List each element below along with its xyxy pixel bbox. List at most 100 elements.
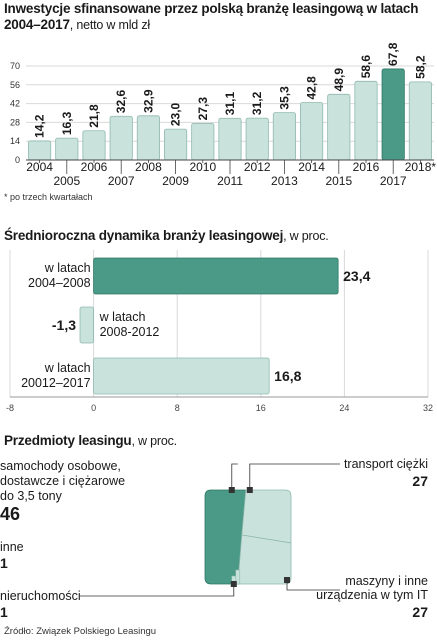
x-tick-label: 2017 bbox=[380, 174, 407, 188]
y-tick-label: 0 bbox=[15, 155, 20, 165]
bar-value-label: 42,8 bbox=[305, 76, 319, 100]
x-tick-label: 2016 bbox=[353, 160, 380, 174]
bar-category-label: w latach bbox=[99, 310, 146, 324]
hbar bbox=[93, 357, 270, 395]
bar-category-label: w latach bbox=[44, 361, 91, 375]
investment-bar-chart: 0 14 28 42 56 70 14,2 2004 16,3 2005 21,8 2006 32,6 2… bbox=[10, 42, 437, 188]
hbar bbox=[93, 257, 339, 295]
segment-value: 1 bbox=[0, 555, 8, 571]
x-tick-label: 2008 bbox=[135, 160, 162, 174]
bar bbox=[408, 81, 432, 161]
x-tick-label: 2005 bbox=[53, 174, 80, 188]
segment-label: transport ciężki bbox=[344, 457, 428, 471]
bar bbox=[381, 68, 405, 161]
x-tick-label: 8 bbox=[175, 403, 180, 413]
x-tick-label: 2018* bbox=[405, 160, 437, 174]
segment-label: do 3,5 tony bbox=[0, 489, 63, 503]
bar bbox=[218, 117, 242, 161]
bar-category-label: w latach bbox=[44, 261, 91, 275]
x-tick-label: 32 bbox=[423, 403, 433, 413]
segment-machinery bbox=[237, 534, 292, 585]
connector-line bbox=[80, 584, 235, 597]
chart3-title: Przedmioty leasingu, w proc. bbox=[4, 433, 177, 448]
bar-value-label: 48,9 bbox=[332, 68, 346, 92]
bar bbox=[82, 130, 106, 161]
bar-value-label: 31,2 bbox=[250, 91, 264, 115]
bar bbox=[191, 122, 215, 161]
footnote: * po trzech kwartałach bbox=[4, 192, 93, 202]
connector-line bbox=[231, 463, 238, 490]
bar bbox=[245, 117, 269, 161]
segment-label: maszyny i inne bbox=[345, 574, 428, 588]
segment-heavy-transport bbox=[241, 489, 292, 544]
chart2-title: Średnioroczna dynamika branży leasingowe… bbox=[4, 228, 329, 243]
segment-value: 27 bbox=[412, 473, 428, 489]
bar-value-label: 21,8 bbox=[87, 104, 101, 128]
segment-label: nieruchomości bbox=[0, 589, 81, 603]
segment-label: inne bbox=[0, 540, 24, 554]
bar bbox=[327, 93, 351, 161]
bar bbox=[136, 115, 160, 161]
y-tick-label: 14 bbox=[10, 136, 20, 146]
connector-marker bbox=[284, 577, 290, 583]
bar bbox=[28, 140, 52, 161]
bar-value-label: 31,1 bbox=[223, 92, 237, 116]
bar-value-label: 32,9 bbox=[141, 89, 155, 113]
connector-marker bbox=[230, 581, 237, 587]
x-tick-label: 2006 bbox=[81, 160, 108, 174]
segment-cars bbox=[204, 489, 247, 585]
x-tick-label: 2011 bbox=[217, 174, 243, 188]
source-note: Źródło: Związek Polskiego Leasingu bbox=[4, 626, 157, 637]
y-tick-label: 28 bbox=[10, 117, 20, 127]
bar bbox=[55, 137, 79, 161]
bar-value-label: 23,0 bbox=[169, 102, 183, 126]
x-tick-label: 2009 bbox=[162, 174, 189, 188]
bar-value-label: 58,2 bbox=[413, 55, 427, 79]
leasing-subjects-chart: samochody osobowe,dostawcze i ciężarowed… bbox=[0, 457, 428, 620]
bar-value-label: 23,4 bbox=[343, 268, 370, 284]
bar-value-label: -1,3 bbox=[52, 317, 76, 333]
x-tick-label: 24 bbox=[339, 403, 349, 413]
y-tick-label: 42 bbox=[10, 99, 20, 109]
segment-label: dostawcze i ciężarowe bbox=[0, 474, 125, 488]
bar-value-label: 58,6 bbox=[359, 55, 373, 79]
x-tick-label: 16 bbox=[256, 403, 266, 413]
x-tick-label: -8 bbox=[6, 403, 14, 413]
connector-line bbox=[249, 463, 340, 490]
x-tick-label: 2015 bbox=[325, 174, 352, 188]
bar bbox=[300, 102, 324, 161]
bar bbox=[354, 80, 378, 161]
bar-value-label: 16,3 bbox=[60, 111, 74, 135]
bar-category-label: 2004–2008 bbox=[28, 276, 91, 290]
bar-value-label: 27,3 bbox=[196, 97, 210, 121]
x-tick-label: 2014 bbox=[298, 160, 325, 174]
bar bbox=[164, 128, 188, 161]
segment-value: 46 bbox=[0, 504, 20, 524]
x-tick-label: 2012 bbox=[244, 160, 271, 174]
bar-category-label: 20012–2017 bbox=[21, 376, 91, 390]
bar-category-label: 2008-2012 bbox=[100, 325, 160, 339]
segment-label: urządzenia w tym IT bbox=[316, 588, 428, 602]
segment-value: 1 bbox=[0, 604, 8, 620]
hbar bbox=[79, 306, 94, 344]
bar-value-label: 32,6 bbox=[114, 90, 128, 114]
bar-value-label: 14,2 bbox=[33, 114, 47, 138]
segment-label: samochody osobowe, bbox=[0, 459, 121, 473]
x-tick-label: 2004 bbox=[26, 160, 53, 174]
y-tick-label: 70 bbox=[10, 61, 20, 71]
segment-value: 27 bbox=[412, 604, 428, 620]
bar-value-label: 16,8 bbox=[274, 368, 301, 384]
bar-value-label: 67,8 bbox=[386, 42, 400, 66]
x-tick-label: 2013 bbox=[271, 174, 298, 188]
bar bbox=[272, 112, 296, 161]
chart1-title: Inwestycje sfinansowane przez polską bra… bbox=[4, 1, 419, 32]
x-tick-label: 2007 bbox=[108, 174, 135, 188]
bar-value-label: 35,3 bbox=[277, 86, 291, 110]
connector-marker bbox=[228, 487, 235, 493]
connector-marker bbox=[246, 487, 253, 493]
connector-line bbox=[286, 580, 340, 591]
bar bbox=[109, 115, 133, 161]
x-tick-label: 2010 bbox=[189, 160, 216, 174]
